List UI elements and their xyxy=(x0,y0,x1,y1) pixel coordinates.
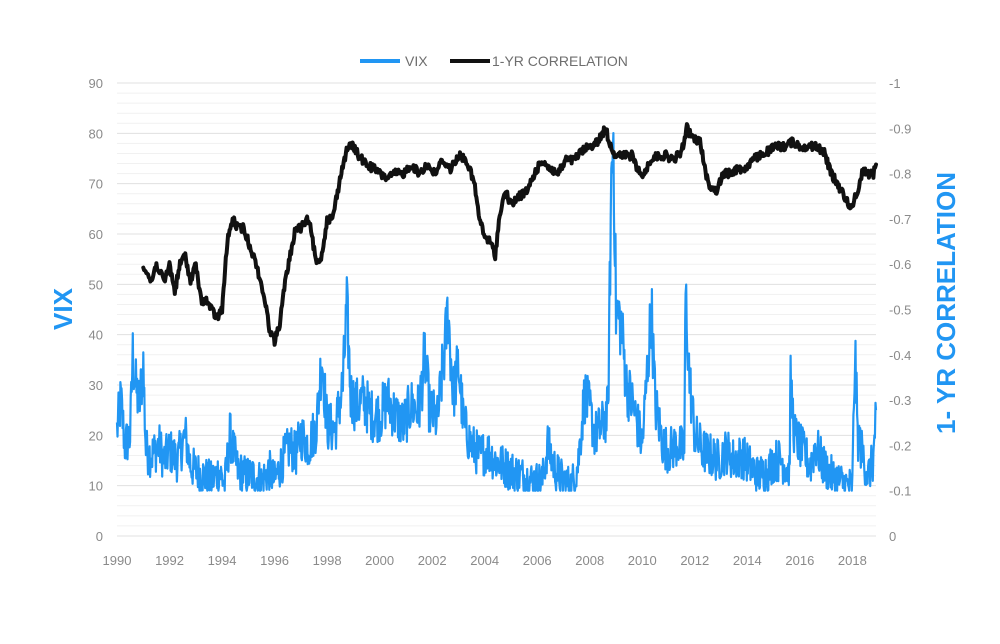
legend-vix-label: VIX xyxy=(405,53,428,69)
right-tick-label: -0.3 xyxy=(889,393,911,408)
right-tick-label: -0.9 xyxy=(889,121,911,136)
left-tick-label: 60 xyxy=(89,227,103,242)
correlation-series xyxy=(141,122,878,347)
left-tick-label: 30 xyxy=(89,378,103,393)
vix-series xyxy=(115,132,878,492)
left-tick-label: 70 xyxy=(89,177,103,192)
x-tick-label: 2008 xyxy=(575,553,604,568)
right-tick-label: -0.7 xyxy=(889,212,911,227)
right-tick-label: -0.5 xyxy=(889,303,911,318)
x-tick-label: 2016 xyxy=(785,553,814,568)
right-tick-label: -0.1 xyxy=(889,484,911,499)
x-axis-ticks: 1990 1992 1994 1996 1998 2000 2002 2004 2006 2008… xyxy=(103,553,867,568)
x-tick-label: 2006 xyxy=(523,553,552,568)
right-axis-title: 1- YR CORRELATION xyxy=(931,172,961,434)
right-tick-label: -0.6 xyxy=(889,257,911,272)
left-axis-ticks: 0 10 20 30 40 50 60 70 80 90 xyxy=(89,76,103,544)
left-tick-label: 80 xyxy=(89,126,103,141)
right-tick-label: -0.4 xyxy=(889,348,911,363)
correlation-line xyxy=(141,122,878,347)
left-tick-label: 50 xyxy=(89,277,103,292)
right-tick-label: -1 xyxy=(889,76,901,91)
right-tick-label: -0.8 xyxy=(889,167,911,182)
left-tick-label: 20 xyxy=(89,428,103,443)
left-tick-label: 10 xyxy=(89,479,103,494)
left-axis-title: VIX xyxy=(48,287,78,330)
x-tick-label: 2010 xyxy=(628,553,657,568)
x-tick-label: 2004 xyxy=(470,553,499,568)
right-tick-label: -0.2 xyxy=(889,438,911,453)
left-tick-label: 90 xyxy=(89,76,103,91)
left-tick-label: 40 xyxy=(89,328,103,343)
x-tick-label: 1994 xyxy=(208,553,237,568)
x-tick-label: 2018 xyxy=(838,553,867,568)
left-tick-label: 0 xyxy=(96,529,103,544)
x-tick-label: 1998 xyxy=(313,553,342,568)
right-axis-ticks: 0 -0.1 -0.2 -0.3 -0.4 -0.5 -0.6 -0.7 -0.8 -0.9 -1 xyxy=(889,76,911,544)
x-tick-label: 2002 xyxy=(418,553,447,568)
x-tick-label: 2012 xyxy=(680,553,709,568)
x-tick-label: 2000 xyxy=(365,553,394,568)
vix-line xyxy=(115,132,878,492)
right-tick-label: 0 xyxy=(889,529,896,544)
x-tick-label: 1990 xyxy=(103,553,132,568)
legend: VIX 1-YR CORRELATION xyxy=(360,53,628,69)
x-tick-label: 1996 xyxy=(260,553,289,568)
legend-correlation-label: 1-YR CORRELATION xyxy=(492,53,628,69)
x-tick-label: 2014 xyxy=(733,553,762,568)
x-tick-label: 1992 xyxy=(155,553,184,568)
